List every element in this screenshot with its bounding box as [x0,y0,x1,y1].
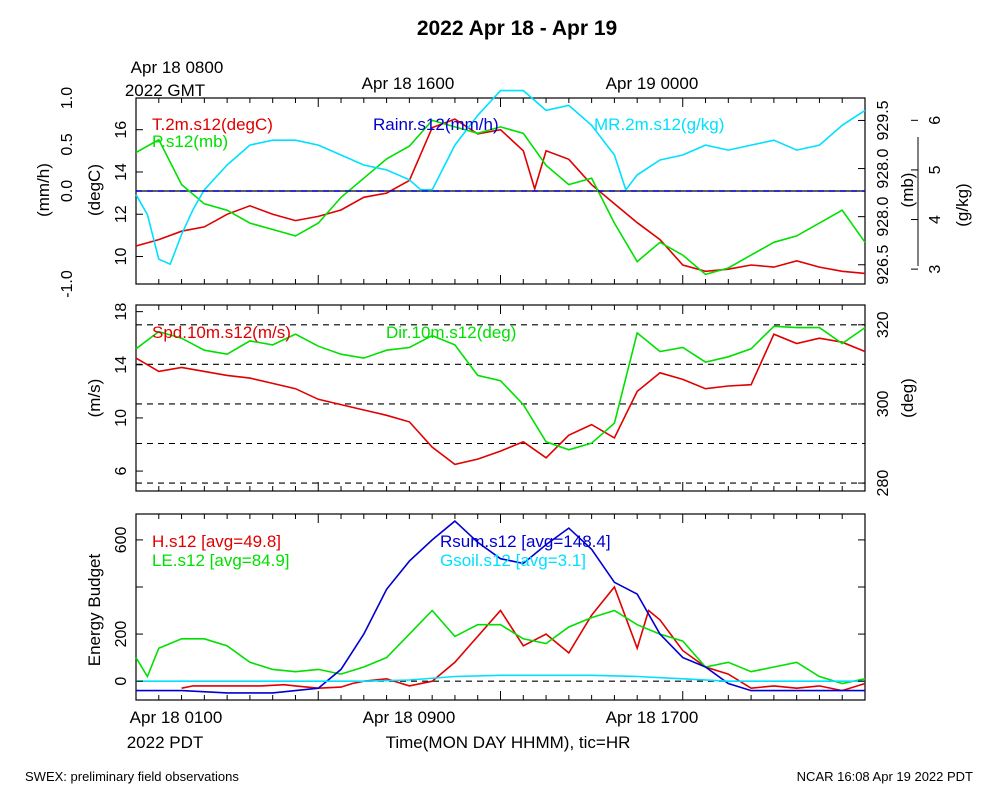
top-left-outer-tick: 0.0 [59,180,76,202]
series-cyan-line [136,674,865,683]
top-left-inner-tick: 16 [113,121,130,139]
top-right-outer-tick: 5 [927,165,944,174]
bottom-y-axis-label: Energy Budget [85,553,104,666]
middle-panel: 18 14 10 6 320 300 280 Spd.10m.s12(m/s) Dir.10m.… [113,303,892,497]
middle-left-tick: 14 [113,356,130,374]
top-left-inner-tick: 12 [113,205,130,223]
figure-title: 2022 Apr 18 - Apr 19 [417,17,617,40]
top-time-label-0-line2: 2022 GMT [125,81,205,100]
bottom-y-tick: 0 [113,677,130,686]
legend-right_inner: P.s12(mb) [152,132,228,151]
middle-right-tick: 280 [875,470,892,497]
top-time-label-1: Apr 18 1600 [362,74,455,93]
series-blue-line [136,520,865,694]
series-left_inner-line [135,118,866,275]
top-right-inner-tick: 928.0 [875,148,892,188]
top-right-inner-axis-label: (mb) [898,173,917,208]
top-right-outer-tick: 3 [927,265,944,274]
top-left-outer-tick: 1.0 [59,87,76,109]
bottom-time-label-2: Apr 18 1700 [606,708,699,727]
middle-left-tick: 18 [113,303,130,321]
top-right-inner-tick: 928.0 [875,197,892,237]
top-time-label-0-line1: Apr 18 0800 [131,58,224,77]
middle-right-tick: 320 [875,311,892,338]
top-left-outer-axis-label: (mm/h) [34,163,53,217]
series-green-line [135,609,866,685]
top-time-label-2: Apr 19 0000 [606,74,699,93]
top-right-outer-tick: 4 [927,215,944,224]
top-left-inner-tick: 14 [113,163,130,181]
top-left-inner-tick: 10 [113,248,130,266]
series-red-line [135,333,866,466]
middle-right-tick: 300 [875,390,892,417]
series-green-line [135,325,866,451]
top-right-outer-axis-label: (g/kg) [953,183,972,226]
middle-right-axis-label: (deg) [898,378,917,418]
bottom-time-label-0-line2: 2022 PDT [127,733,204,752]
footer-right: NCAR 16:08 Apr 19 2022 PDT [797,769,973,784]
top-panel: 1.0 0.5 0.0 -1.0 16 14 12 10 929.5 928.0 928.0 926.… [59,87,944,298]
legend-direction: Dir.10m.s12(deg) [386,323,516,342]
legend-speed: Spd.10m.s12(m/s) [152,323,291,342]
legend-left_inner: T.2m.s12(degC) [152,115,273,134]
top-left-outer-tick: -1.0 [59,270,76,298]
bottom-y-tick: 200 [113,621,130,648]
bottom-time-label-1: Apr 18 0900 [363,708,456,727]
legend-red: H.s12 [avg=49.8] [152,532,281,551]
middle-left-tick: 6 [113,467,130,476]
legend-cyan: Gsoil.s12 [avg=3.1] [440,551,586,570]
top-right-inner-tick: 926.5 [875,245,892,285]
footer-left: SWEX: preliminary field observations [25,769,239,784]
series-red-line [181,585,866,692]
top-left-outer-tick: 0.5 [59,133,76,155]
top-right-outer-tick: 6 [927,116,944,125]
x-axis-label: Time(MON DAY HHMM), tic=HR [386,733,631,752]
legend-green: LE.s12 [avg=84.9] [152,551,290,570]
top-left-inner-axis-label: (degC) [85,164,104,216]
bottom-y-tick: 600 [113,526,130,553]
legend-right_outer: MR.2m.s12(g/kg) [594,115,724,134]
bottom-panel: 600 200 0 H.s12 [avg=49.8]LE.s12 [avg=84.9]… [113,514,866,700]
legend-blue: Rsum.s12 [avg=148.4] [440,532,611,551]
legend-left_outer: Rainr.s12(mm/h) [373,115,499,134]
series-right_outer-line [135,89,866,266]
middle-left-tick: 10 [113,409,130,427]
top-right-inner-tick: 929.5 [875,100,892,140]
middle-left-axis-label: (m/s) [85,379,104,418]
series-right_inner-line [135,119,866,276]
bottom-time-label-0-line1: Apr 18 0100 [130,708,223,727]
